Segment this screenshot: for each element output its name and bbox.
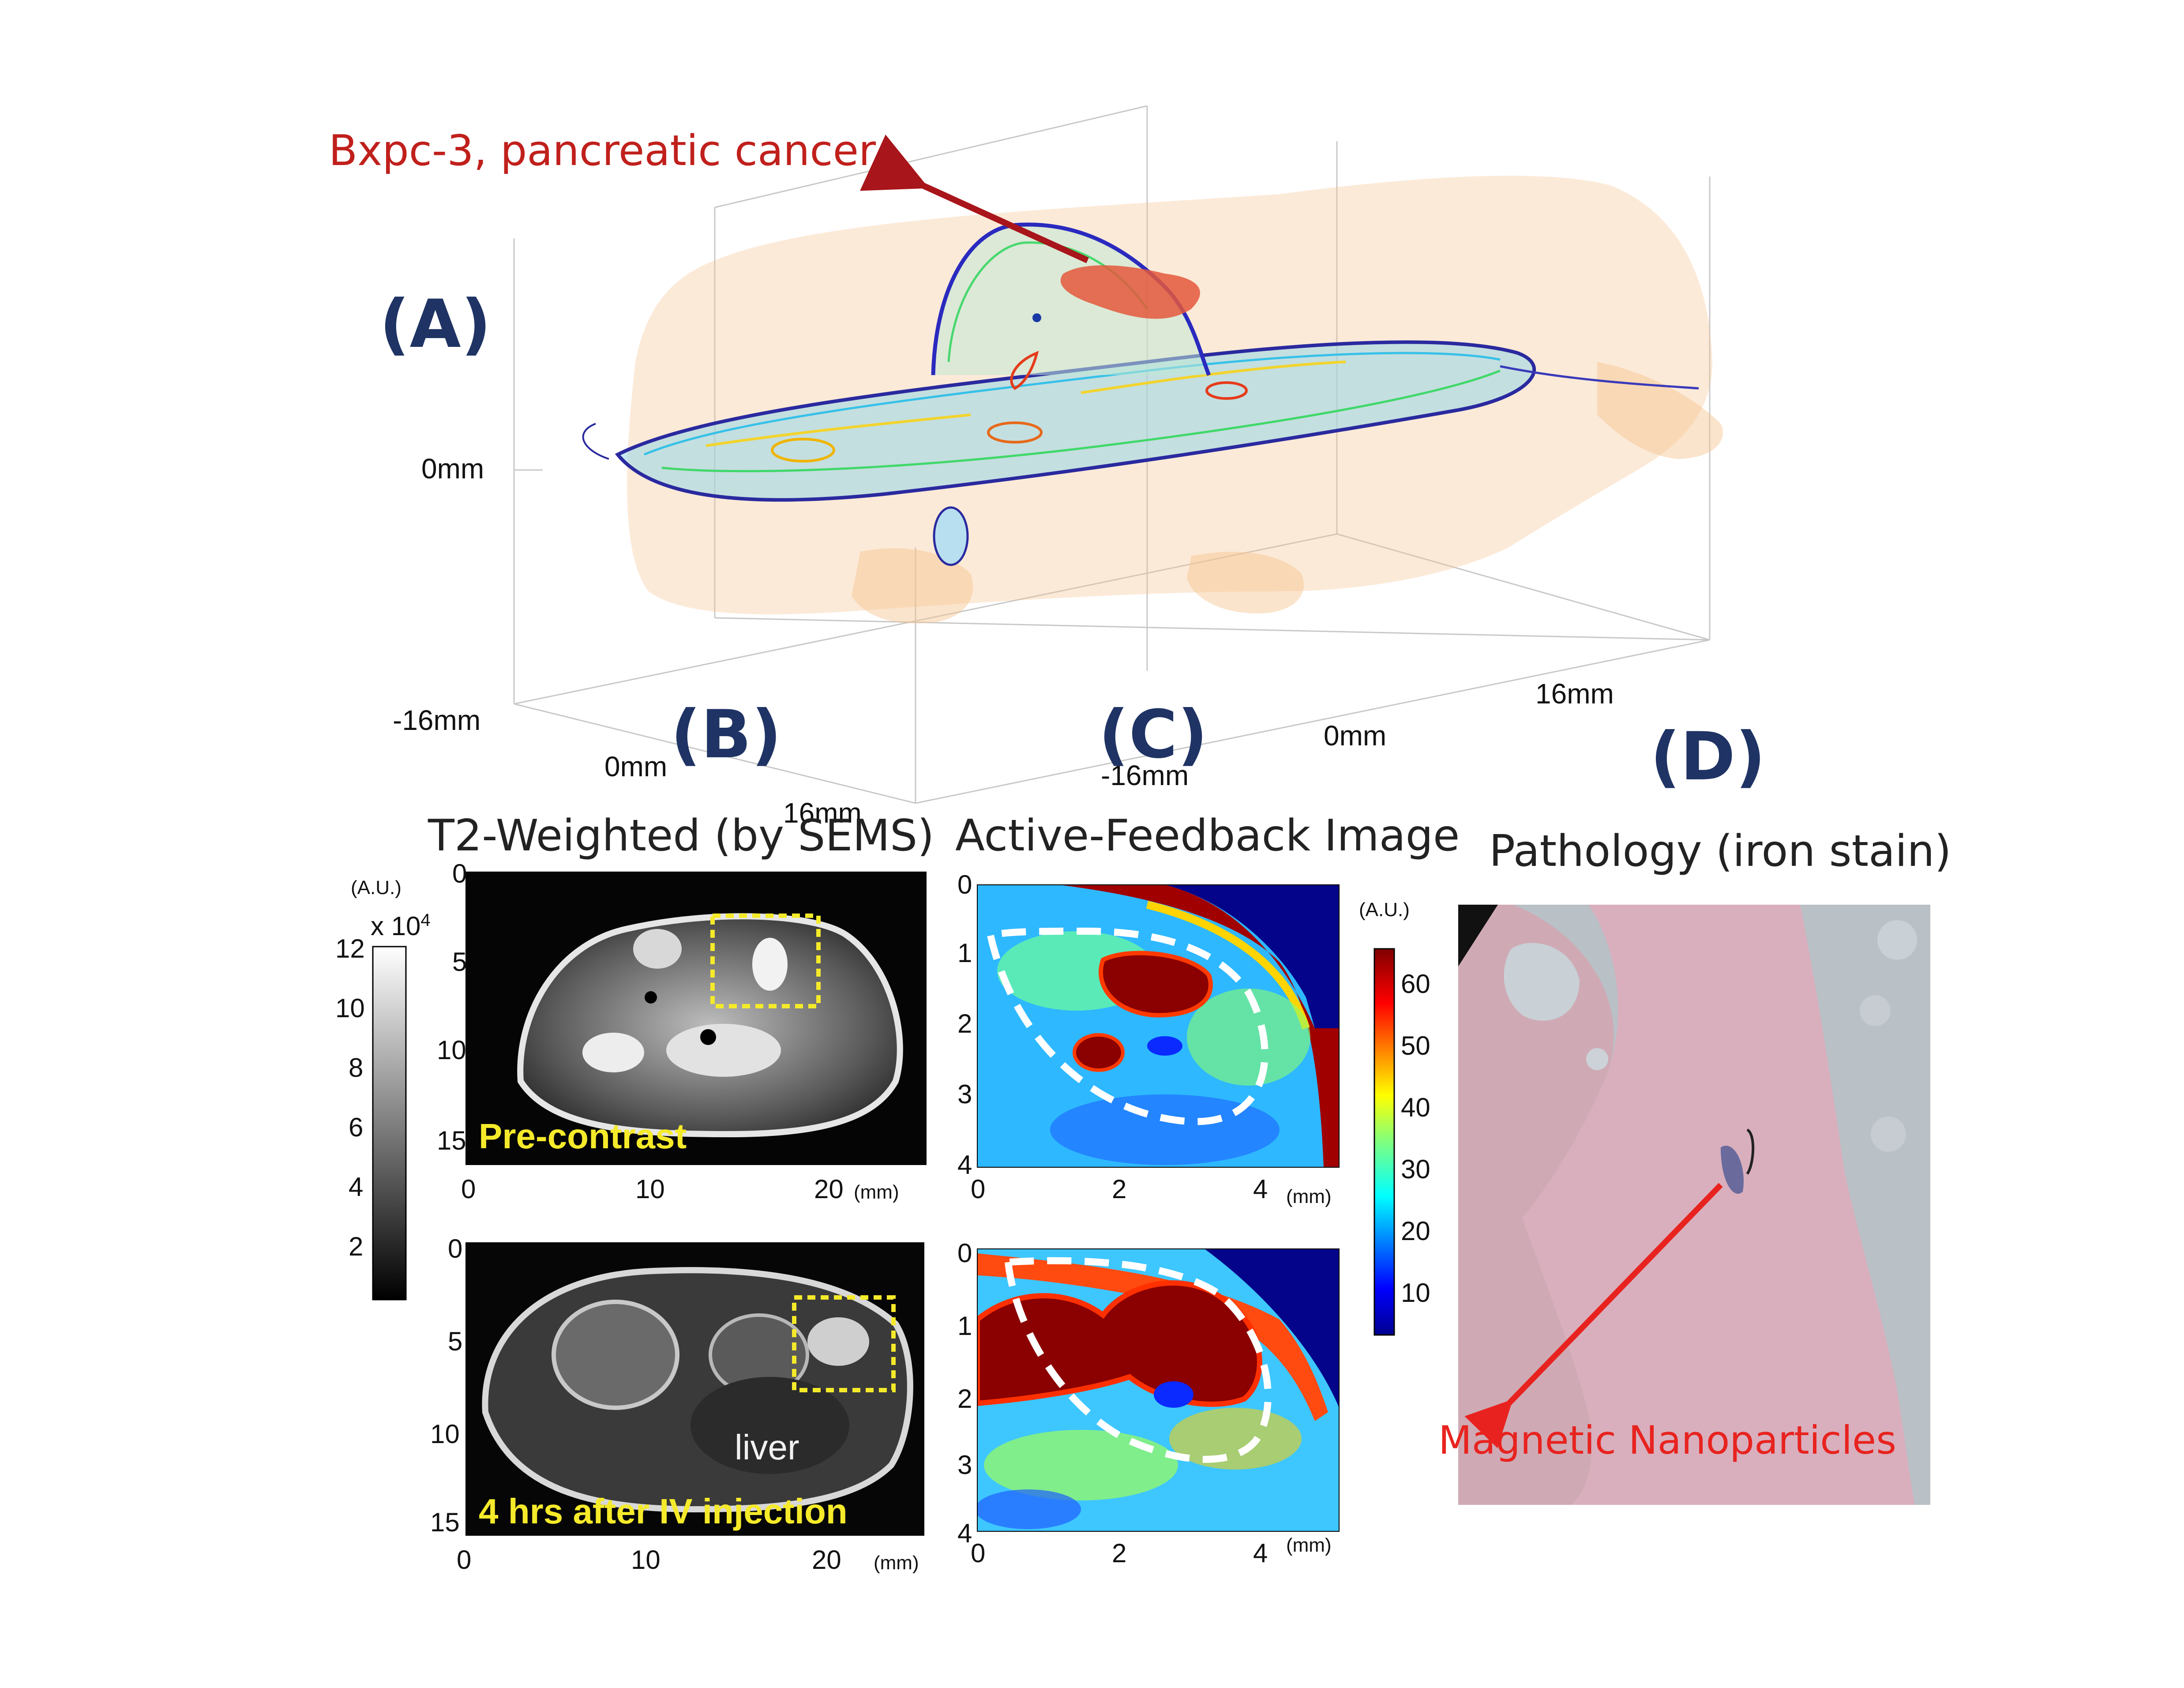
pre-contrast-caption: Pre-contrast	[479, 1117, 687, 1156]
panel-c-colorbar-tick-30: 30	[1401, 1154, 1430, 1184]
mri-post-injection-tissue	[482, 1267, 913, 1513]
nanoparticle-arrow	[1464, 1183, 1723, 1448]
panel-b-colorbar-tick-10: 10	[335, 993, 365, 1023]
panel-b-bottom-ytick-15: 15	[430, 1508, 460, 1537]
panel-b-letter: (B)	[671, 696, 782, 773]
panel-c-top-xtick-4: 4	[1253, 1174, 1268, 1204]
panel-c-bottom-ytick-2: 2	[957, 1384, 972, 1414]
panel-c-colorbar-tick-40: 40	[1401, 1093, 1430, 1122]
active-feedback-bottom-map	[977, 1249, 1339, 1531]
panel-b-title: T2-Weighted (by SEMS)	[428, 811, 934, 861]
panel-b-top-ytick-0: 0	[452, 859, 467, 888]
panel-c-bottom-xtick-4: 4	[1253, 1538, 1268, 1568]
panel-b-bottom-ytick-0: 0	[448, 1234, 463, 1263]
post-injection-caption: 4 hrs after IV injection	[479, 1492, 848, 1531]
panel-c-title: Active-Feedback Image	[955, 811, 1460, 861]
active-feedback-top-map	[977, 885, 1339, 1167]
panel-b-bottom-ytick-5: 5	[448, 1327, 463, 1356]
panel-c-colorbar-tick-50: 50	[1401, 1031, 1430, 1060]
mri-pre-contrast-tissue	[517, 913, 903, 1138]
panel-a-axis-label-6: 16mm	[1535, 678, 1614, 710]
panel-b-top-ytick-15: 15	[437, 1126, 466, 1155]
tumor-region	[1060, 265, 1200, 319]
panel-c-letter: (C)	[1099, 696, 1208, 773]
panel-b-bottom-xunit: (mm)	[874, 1552, 919, 1574]
panel-c-top-xtick-2: 2	[1112, 1174, 1127, 1204]
panel-c-bottom-xtick-0: 0	[971, 1538, 986, 1568]
panel-c-bottom-ytick-0: 0	[957, 1238, 972, 1268]
panel-a-letter: (A)	[379, 286, 492, 363]
active-feedback-bottom-frame	[977, 1248, 1340, 1532]
panel-b-top-xtick-0: 0	[461, 1174, 476, 1204]
roi-box-bottom	[792, 1295, 896, 1392]
panel-b-colorbar-tick-4: 4	[349, 1172, 364, 1202]
panel-b-colorbar-tick-2: 2	[349, 1232, 364, 1261]
panel-b-top-xtick-10: 10	[635, 1174, 665, 1204]
panel-c-colorbar-tick-10: 10	[1401, 1278, 1430, 1308]
panel-d-image	[1458, 905, 1930, 1505]
panel-a-tumor-label: Bxpc-3, pancreatic cancer	[329, 127, 876, 175]
panel-a-3d-plot	[513, 105, 1723, 804]
panel-a-axis-label-2: 0mm	[604, 751, 668, 782]
panel-b-colorbar-unit: (A.U.)	[351, 877, 402, 899]
panel-c-bottom-xtick-2: 2	[1112, 1538, 1127, 1568]
panel-b-top-ytick-5: 5	[452, 947, 467, 977]
small-slice-ring	[933, 506, 969, 566]
panel-c-images	[977, 884, 1395, 1532]
panel-a-axis-label-5: 0mm	[1324, 720, 1387, 752]
panel-c-top-ytick-0: 0	[957, 870, 972, 899]
panel-c-top-xunit: (mm)	[1286, 1186, 1332, 1207]
panel-c-top-ytick-1: 1	[957, 938, 972, 968]
panel-c-top-ytick-2: 2	[957, 1009, 972, 1038]
panel-b-colorbar-tick-8: 8	[349, 1053, 364, 1083]
liver-label: liver	[735, 1428, 799, 1467]
panel-a-z-tick: 0mm	[421, 453, 484, 485]
panel-c-top-xtick-0: 0	[971, 1174, 986, 1204]
panel-d-letter: (D)	[1650, 718, 1766, 795]
jet-colorbar	[1373, 948, 1395, 1336]
grayscale-colorbar	[372, 946, 407, 1301]
roi-box-top	[710, 914, 821, 1008]
panel-b-colorbar-multiplier: x 104	[371, 910, 431, 941]
axial-slice-contours	[582, 340, 1699, 502]
panel-c-colorbar-tick-20: 20	[1401, 1216, 1430, 1246]
panel-a-axis-label-3: 16mm	[783, 797, 862, 829]
magnetic-nanoparticles-label: Magnetic Nanoparticles	[1438, 1417, 1897, 1463]
panel-c-top-ytick-3: 3	[957, 1079, 972, 1109]
panel-c-colorbar-unit: (A.U.)	[1359, 899, 1410, 921]
panel-a-axis-label-1: -16mm	[393, 704, 481, 736]
panel-b-bottom-xtick-10: 10	[631, 1545, 660, 1575]
panel-b-colorbar-tick-6: 6	[349, 1113, 364, 1142]
active-feedback-top-frame	[977, 884, 1340, 1168]
panel-b-images	[372, 872, 927, 1536]
panel-c-bottom-ytick-3: 3	[957, 1450, 972, 1480]
panel-c-colorbar-tick-60: 60	[1401, 969, 1430, 999]
panel-b-top-xunit: (mm)	[854, 1181, 899, 1203]
panel-a-axes-box	[513, 105, 1711, 804]
panel-b-colorbar-tick-12: 12	[335, 934, 365, 963]
panel-a-axis-label-4: -16mm	[1101, 759, 1189, 791]
panel-b-bottom-xtick-20: 20	[812, 1545, 841, 1575]
panel-b-bottom-ytick-10: 10	[430, 1419, 460, 1449]
panel-b-bottom-xtick-0: 0	[457, 1545, 472, 1575]
panel-b-top-ytick-10: 10	[437, 1035, 466, 1065]
panel-c-bottom-ytick-4: 4	[957, 1519, 972, 1548]
tumor-arrow	[860, 134, 1089, 263]
panel-c-top-ytick-4: 4	[957, 1150, 972, 1180]
panel-c-bottom-ytick-1: 1	[957, 1311, 972, 1341]
panel-b-top-xtick-20: 20	[814, 1174, 844, 1204]
panel-d-title: Pathology (iron stain)	[1489, 826, 1951, 876]
panel-c-bottom-xunit: (mm)	[1286, 1534, 1332, 1556]
